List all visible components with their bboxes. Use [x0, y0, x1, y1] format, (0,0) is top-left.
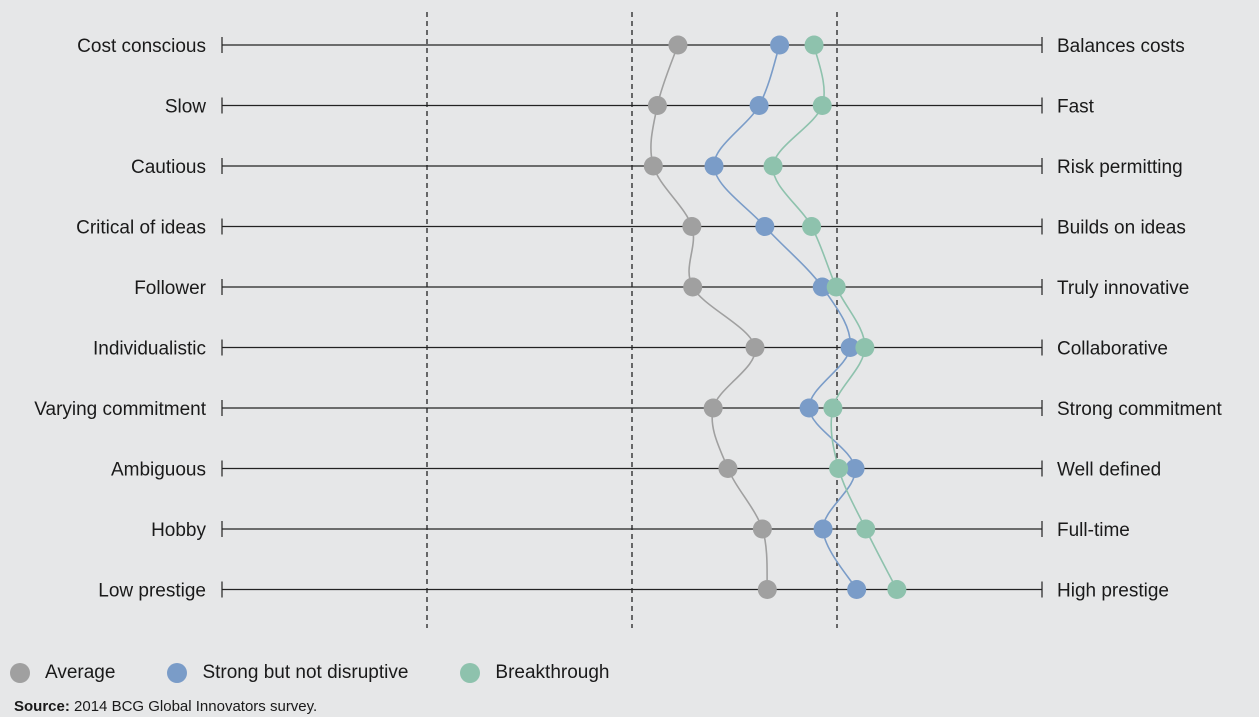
data-point-average: [718, 459, 738, 478]
legend-label-strong: Strong but not disruptive: [202, 662, 409, 683]
data-point-strong-but-not-disruptive: [755, 217, 775, 236]
row-label-right: Truly innovative: [1057, 278, 1189, 299]
row-label-right: Fast: [1057, 97, 1095, 118]
row-label-right: Collaborative: [1057, 339, 1168, 360]
data-point-average: [643, 156, 663, 176]
data-point-breakthrough: [826, 277, 846, 297]
series-line-breakthrough: [772, 44, 898, 590]
data-point-breakthrough: [856, 519, 876, 539]
row-label-right: Builds on ideas: [1057, 218, 1186, 239]
row-label-left: Cost conscious: [77, 36, 206, 57]
data-point-strong-but-not-disruptive: [799, 398, 819, 418]
data-point-breakthrough: [804, 35, 824, 55]
row-label-left: Ambiguous: [111, 460, 206, 481]
data-point-strong-but-not-disruptive: [704, 156, 724, 176]
row-label-right: High prestige: [1057, 581, 1169, 602]
row-label-right: Full-time: [1057, 520, 1130, 541]
legend-swatch-strong: [167, 663, 188, 683]
row-label-left: Slow: [165, 97, 206, 118]
data-point-strong-but-not-disruptive: [845, 459, 865, 478]
data-point-breakthrough: [887, 580, 907, 599]
semantic-differential-chart: Cost conscious Balances costs Slow Fast Caut…: [34, 12, 1222, 628]
data-point-average: [683, 277, 703, 297]
data-point-average: [668, 35, 688, 55]
data-point-average: [647, 96, 667, 115]
data-point-average: [682, 217, 702, 236]
data-point-breakthrough: [802, 217, 822, 236]
legend: Average Strong but not disruptive Breakt…: [10, 662, 661, 684]
legend-item-breakthrough: Breakthrough: [460, 662, 609, 684]
data-point-breakthrough: [829, 459, 849, 478]
data-point-breakthrough: [763, 156, 783, 176]
legend-item-average: Average: [10, 662, 115, 684]
row-label-right: Strong commitment: [1057, 399, 1222, 420]
legend-swatch-average: [10, 663, 30, 683]
data-point-average: [757, 580, 777, 599]
legend-label-breakthrough: Breakthrough: [495, 662, 610, 683]
source-label: Source:: [14, 698, 70, 715]
data-point-breakthrough: [823, 398, 843, 418]
series-line-strong-but-not-disruptive: [713, 44, 858, 590]
row-label-left: Hobby: [151, 520, 206, 541]
data-point-strong-but-not-disruptive: [847, 580, 867, 599]
row-label-left: Low prestige: [98, 581, 206, 602]
legend-swatch-breakthrough: [460, 663, 481, 683]
row-label-right: Balances costs: [1057, 36, 1185, 57]
data-point-strong-but-not-disruptive: [812, 277, 832, 297]
legend-label-average: Average: [45, 662, 116, 683]
data-point-breakthrough: [855, 338, 875, 357]
data-point-average: [703, 398, 723, 418]
data-point-strong-but-not-disruptive: [770, 35, 790, 55]
data-point-strong-but-not-disruptive: [813, 519, 833, 539]
row-label-left: Critical of ideas: [76, 218, 206, 239]
data-point-breakthrough: [812, 96, 832, 115]
data-point-average: [745, 338, 765, 357]
source-note: Source: 2014 BCG Global Innovators surve…: [14, 698, 317, 715]
row-label-left: Individualistic: [93, 339, 206, 360]
data-point-average: [752, 519, 772, 539]
data-point-strong-but-not-disruptive: [840, 338, 860, 357]
series-line-average: [650, 44, 769, 590]
legend-item-strong: Strong but not disruptive: [167, 662, 408, 684]
row-label-left: Varying commitment: [34, 399, 206, 420]
row-label-left: Follower: [134, 278, 206, 299]
source-text: 2014 BCG Global Innovators survey.: [69, 698, 318, 715]
row-label-left: Cautious: [131, 157, 206, 178]
row-label-right: Risk permitting: [1057, 157, 1183, 178]
data-point-strong-but-not-disruptive: [749, 96, 769, 115]
row-label-right: Well defined: [1057, 460, 1161, 481]
